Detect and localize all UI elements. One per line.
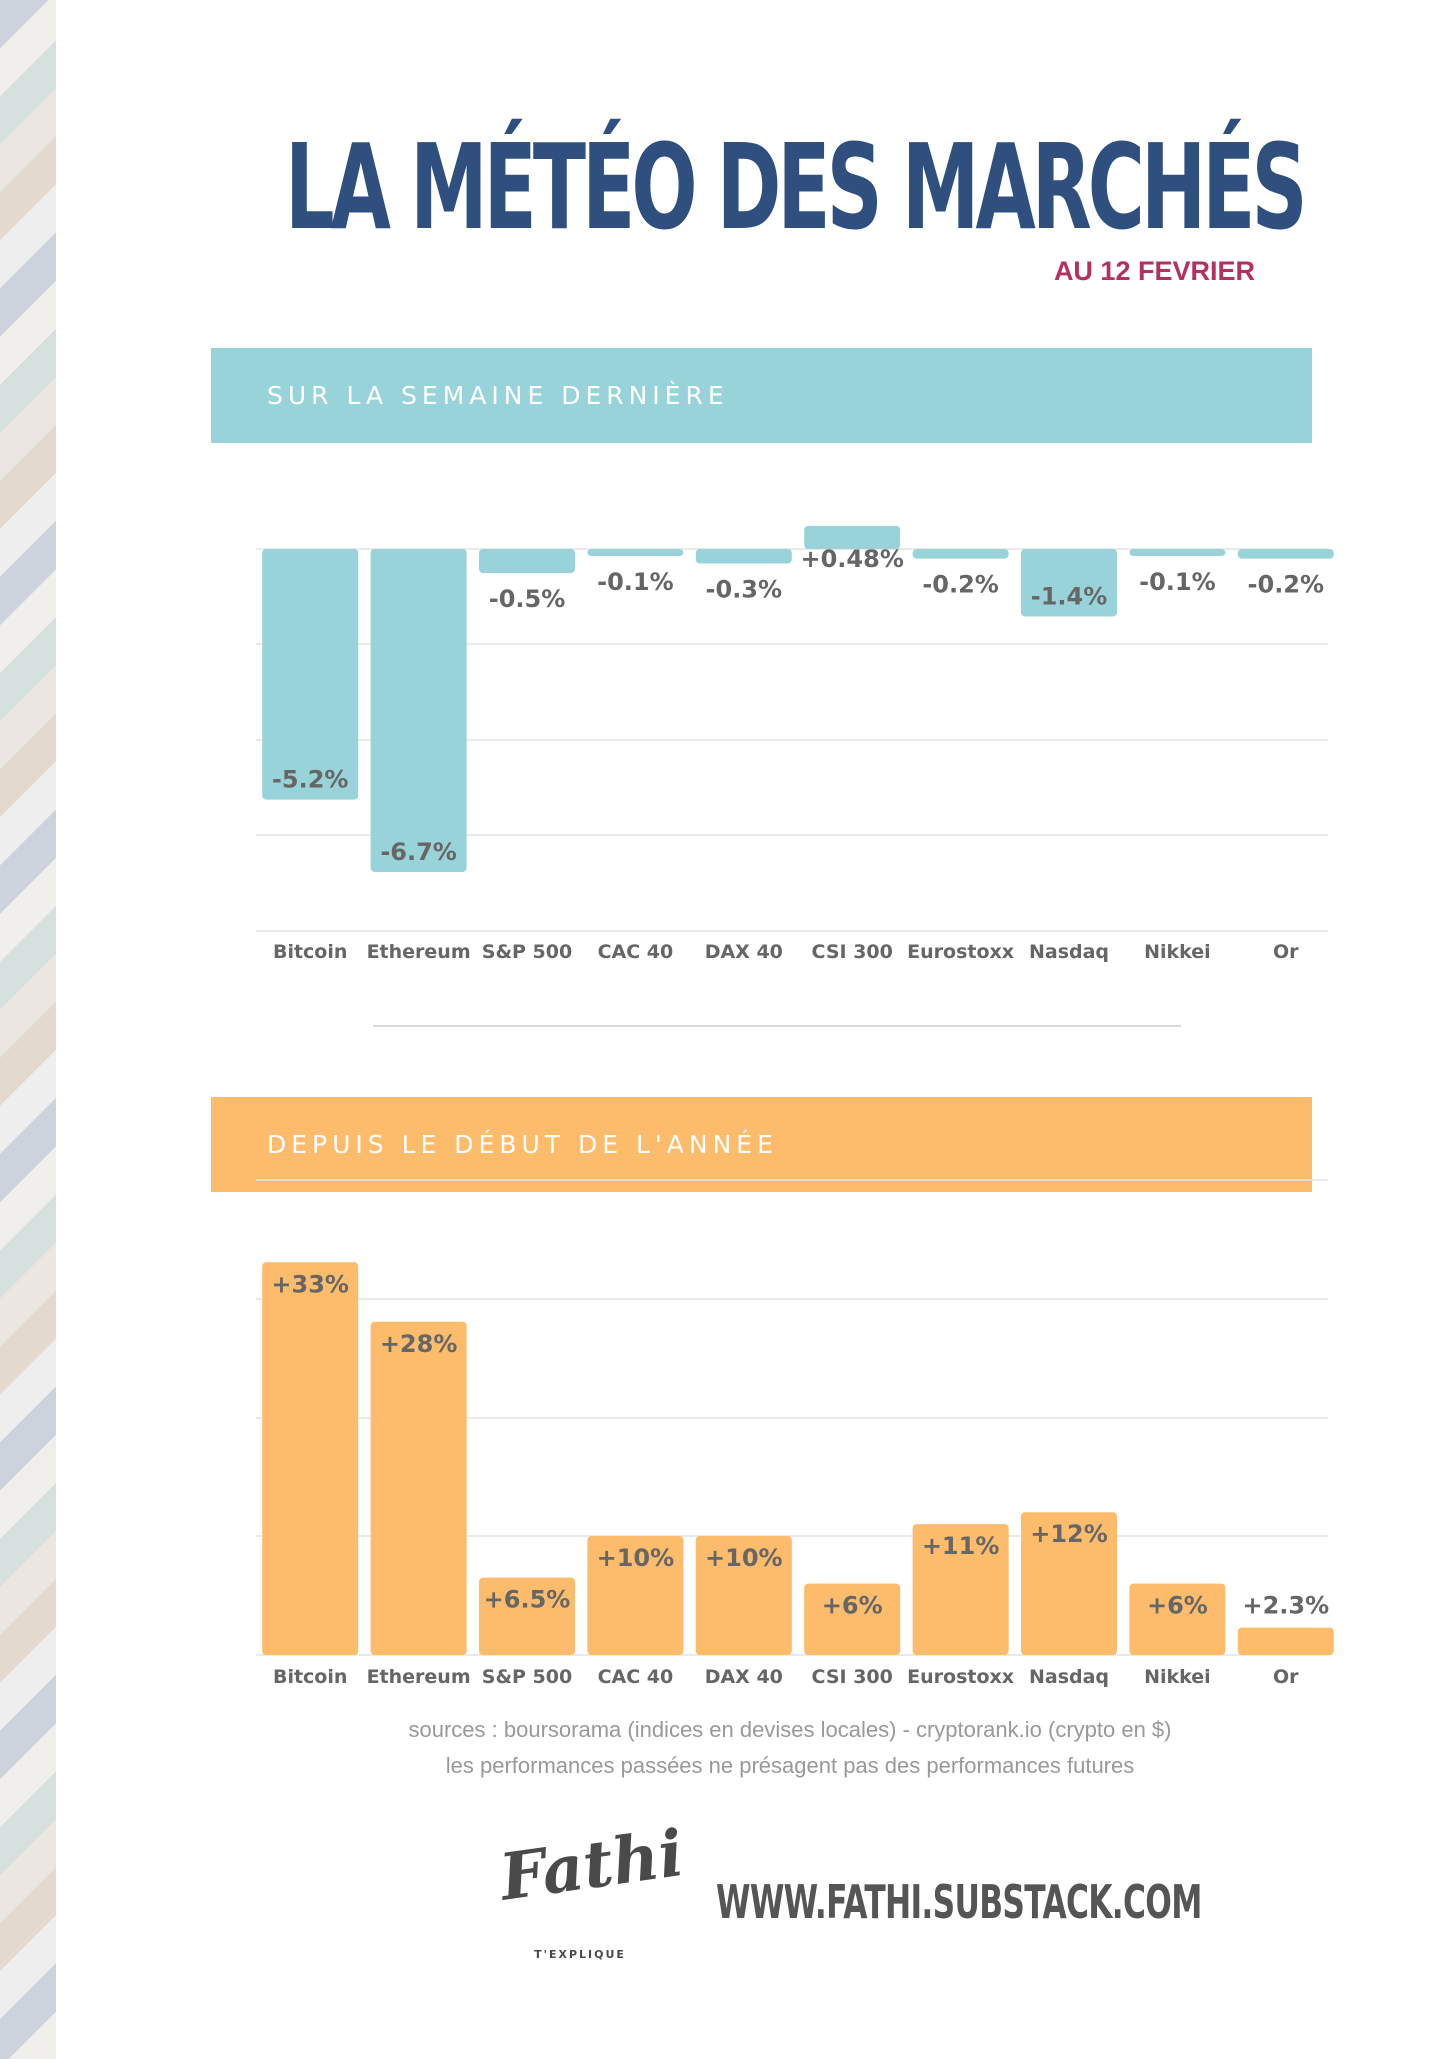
week-bar-2 bbox=[479, 549, 575, 574]
week-value-label-1: -6.7% bbox=[380, 838, 457, 866]
disclaimer-line: les performances passées ne présagent pa… bbox=[445, 1753, 1135, 1778]
week-category-label-3: CAC 40 bbox=[598, 941, 674, 963]
ytd-chart-bars: +33% Bitcoin +28% Ethereum +6.5% S&P 500 +10% C… bbox=[262, 1262, 1334, 1688]
logo-tagline: T'EXPLIQUE bbox=[534, 1948, 626, 1961]
ytd-bar-8 bbox=[1129, 1583, 1226, 1655]
page-subtitle-date: AU 12 FEVRIER bbox=[1053, 256, 1255, 286]
ytd-category-label-3: CAC 40 bbox=[598, 1666, 674, 1688]
week-value-label-8: -0.1% bbox=[1139, 568, 1216, 596]
week-category-label-5: CSI 300 bbox=[812, 941, 893, 963]
week-bar-8 bbox=[1129, 549, 1226, 556]
week-bar-0 bbox=[262, 549, 359, 800]
ytd-value-label-2: +6.5% bbox=[484, 1586, 571, 1614]
week-section-banner: SUR LA SEMAINE DERNIÈRE bbox=[211, 348, 1312, 443]
ytd-section-banner: DEPUIS LE DÉBUT DE L'ANNÉE bbox=[211, 1097, 1312, 1192]
ytd-category-label-2: S&P 500 bbox=[482, 1666, 572, 1688]
ytd-category-label-6: Eurostoxx bbox=[907, 1666, 1014, 1688]
ytd-value-label-7: +12% bbox=[1030, 1520, 1108, 1548]
ytd-bar-9 bbox=[1237, 1627, 1334, 1655]
sources-note: sources : boursorama (indices en devises… bbox=[290, 1712, 1290, 1784]
ytd-value-label-8: +6% bbox=[1147, 1592, 1208, 1620]
week-value-label-0: -5.2% bbox=[272, 766, 349, 794]
week-bar-1 bbox=[370, 549, 467, 872]
week-category-label-6: Eurostoxx bbox=[907, 941, 1014, 963]
sources-line: sources : boursorama (indices en devises… bbox=[408, 1717, 1172, 1742]
ytd-bar-6 bbox=[912, 1524, 1009, 1655]
week-value-label-4: -0.3% bbox=[706, 575, 783, 603]
ytd-value-label-3: +10% bbox=[597, 1544, 675, 1572]
ytd-category-label-0: Bitcoin bbox=[273, 1666, 347, 1688]
week-category-label-0: Bitcoin bbox=[273, 941, 347, 963]
ytd-bar-4 bbox=[695, 1536, 792, 1655]
week-category-label-1: Ethereum bbox=[367, 941, 471, 963]
week-bar-5 bbox=[804, 525, 901, 549]
ytd-bar-5 bbox=[804, 1583, 901, 1655]
week-bar-4 bbox=[695, 549, 792, 564]
fathi-logo: Fathi T'EXPLIQUE bbox=[496, 1816, 688, 1970]
section-divider bbox=[373, 1025, 1181, 1027]
ytd-value-label-4: +10% bbox=[705, 1544, 783, 1572]
ytd-value-label-1: +28% bbox=[380, 1330, 458, 1358]
ytd-value-label-6: +11% bbox=[922, 1532, 1000, 1560]
ytd-value-label-9: +2.3% bbox=[1242, 1592, 1329, 1620]
week-bar-9 bbox=[1237, 549, 1334, 559]
ytd-category-label-9: Or bbox=[1273, 1666, 1299, 1688]
decorative-stripes bbox=[0, 0, 56, 2059]
week-value-label-9: -0.2% bbox=[1248, 571, 1325, 599]
ytd-category-label-7: Nasdaq bbox=[1029, 1666, 1109, 1688]
week-bar-6 bbox=[912, 549, 1009, 559]
ytd-category-label-1: Ethereum bbox=[367, 1666, 471, 1688]
week-category-label-4: DAX 40 bbox=[705, 941, 783, 963]
ytd-category-label-8: Nikkei bbox=[1144, 1666, 1211, 1688]
ytd-value-label-5: +6% bbox=[822, 1592, 883, 1620]
ytd-bar-3 bbox=[587, 1536, 684, 1655]
week-chart-bars: -5.2% Bitcoin -6.7% Ethereum -0.5% S&P 500 -0.… bbox=[262, 525, 1334, 963]
ytd-bar-1 bbox=[370, 1321, 467, 1655]
ytd-category-label-5: CSI 300 bbox=[812, 1666, 893, 1688]
week-category-label-2: S&P 500 bbox=[482, 941, 572, 963]
ytd-bar-0 bbox=[262, 1262, 359, 1655]
week-category-label-9: Or bbox=[1273, 941, 1299, 963]
week-bar-3 bbox=[587, 549, 684, 556]
week-category-label-7: Nasdaq bbox=[1029, 941, 1109, 963]
week-value-label-7: -1.4% bbox=[1031, 582, 1108, 610]
ytd-bar-2 bbox=[479, 1577, 575, 1655]
week-value-label-3: -0.1% bbox=[597, 568, 674, 596]
week-value-label-5: +0.48% bbox=[801, 545, 904, 573]
ytd-bar-7 bbox=[1021, 1512, 1117, 1655]
week-bar-7 bbox=[1021, 549, 1117, 617]
week-value-label-6: -0.2% bbox=[922, 571, 999, 599]
week-category-label-8: Nikkei bbox=[1144, 941, 1211, 963]
ytd-value-label-0: +33% bbox=[271, 1270, 349, 1298]
logo-name: Fathi bbox=[495, 1815, 689, 1916]
week-value-label-2: -0.5% bbox=[489, 585, 566, 613]
website-url: WWW.FATHI.SUBSTACK.COM bbox=[716, 1875, 1202, 1929]
ytd-category-label-4: DAX 40 bbox=[705, 1666, 783, 1688]
